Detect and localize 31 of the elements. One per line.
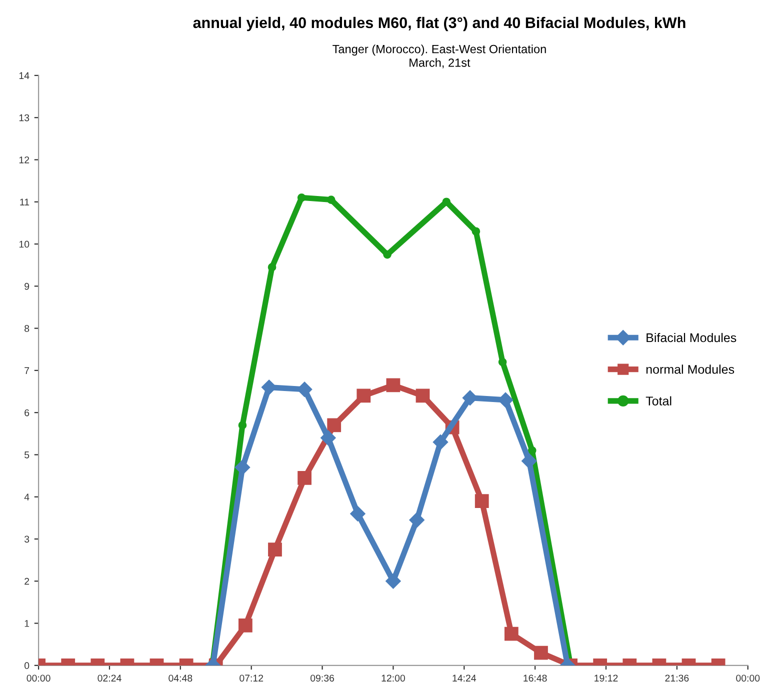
y-tick-label: 8: [24, 325, 30, 332]
legend-label: Total: [646, 396, 672, 406]
x-tick-label: 07:12: [240, 674, 264, 682]
x-tick-label: 12:00: [382, 674, 405, 682]
y-tick-label: 4: [24, 494, 30, 500]
y-tick-label: 5: [24, 452, 30, 458]
x-tick-label: 00:00: [736, 674, 760, 682]
y-tick-label: 6: [24, 409, 30, 416]
y-tick-label: 0: [24, 662, 30, 670]
x-tick-label: 14:24: [452, 674, 476, 682]
x-tick-label: 21:36: [665, 674, 689, 682]
legend-label: Bifacial Modules: [646, 332, 736, 342]
legend-label: normal Modules: [646, 364, 734, 374]
y-tick-label: 1: [24, 620, 30, 627]
y-tick-label: 9: [24, 282, 30, 290]
y-tick-label: 12: [19, 156, 30, 164]
y-tick-label: 10: [19, 240, 30, 248]
x-tick-label: 09:36: [310, 674, 334, 682]
chart-subtitle: Tanger (Morocco). East-West Orientation March, 21st: [332, 44, 546, 68]
x-tick-label: 16:48: [524, 674, 547, 682]
y-tick-label: 14: [19, 72, 30, 79]
x-tick-label: 02:24: [98, 674, 122, 682]
y-tick-label: 3: [24, 536, 30, 543]
chart-title: annual yield, 40 modules M60, flat (3°) and 40 Bifacial Modules, kWh: [193, 16, 686, 32]
x-tick-label: 00:00: [26, 674, 50, 682]
x-tick-label: 04:48: [168, 674, 192, 682]
x-tick-label: 19:12: [594, 674, 618, 682]
y-tick-label: 7: [24, 367, 30, 374]
y-tick-label: 13: [19, 114, 30, 122]
y-tick-label: 11: [20, 198, 30, 206]
y-tick-label: 2: [24, 578, 30, 585]
